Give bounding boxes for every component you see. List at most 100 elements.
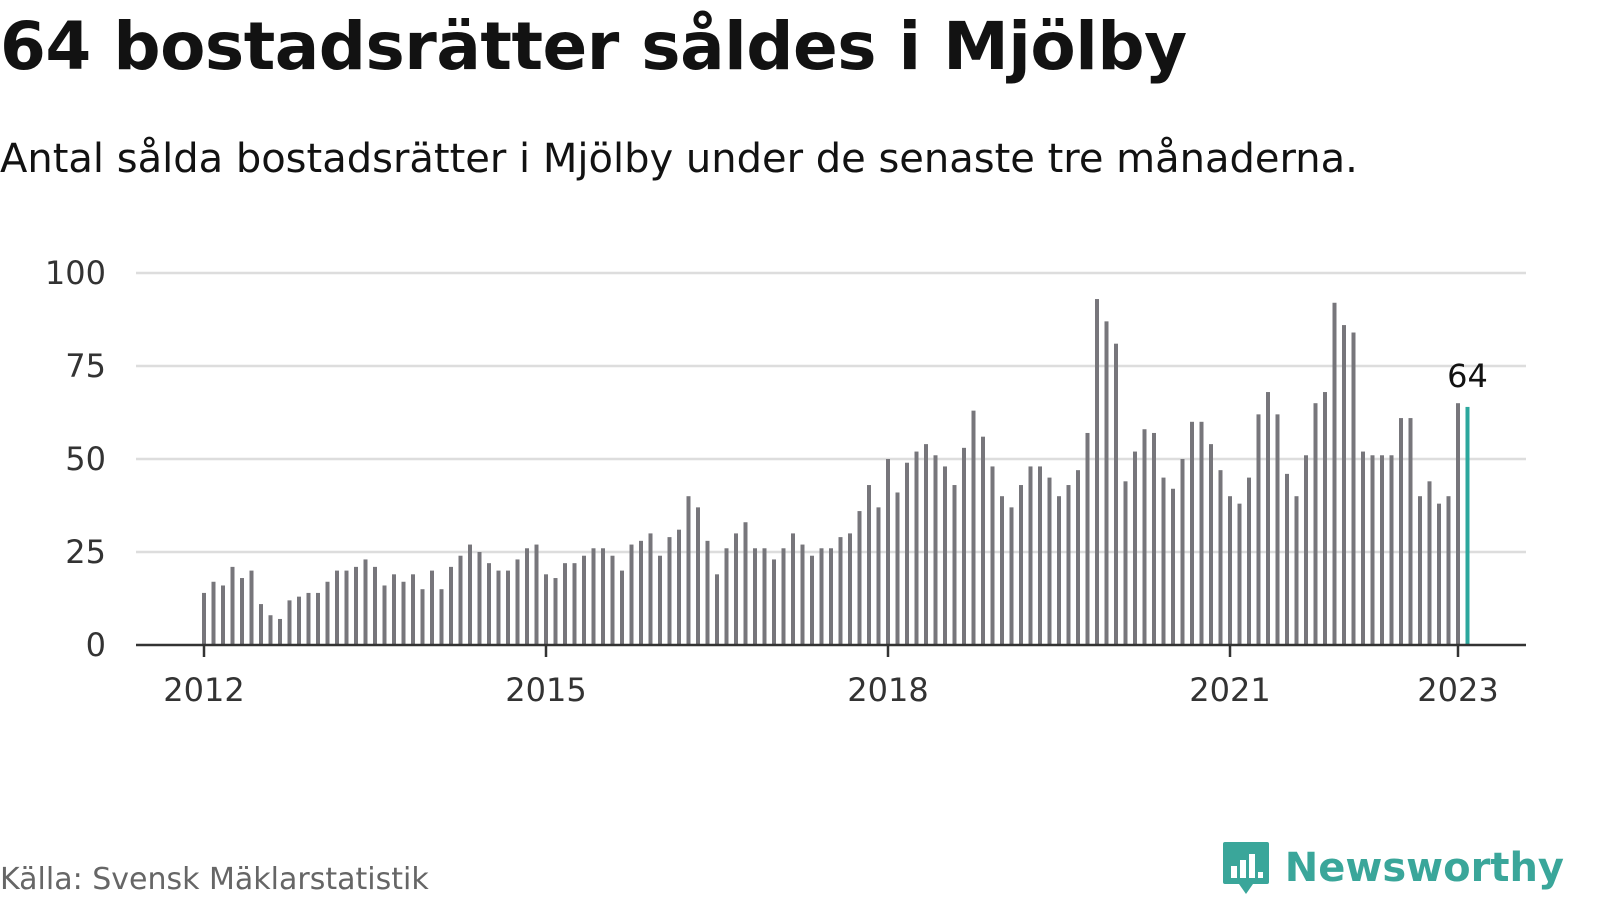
bar <box>1114 343 1118 645</box>
bar <box>1456 403 1460 645</box>
brand-name: Newsworthy <box>1284 845 1564 891</box>
bar <box>1199 421 1204 645</box>
bar <box>933 455 938 645</box>
bar <box>753 548 757 645</box>
bar <box>686 496 691 645</box>
bar <box>202 592 206 645</box>
bar <box>420 589 425 645</box>
bar <box>743 522 748 645</box>
bar <box>810 555 814 645</box>
bar <box>705 540 710 645</box>
bar <box>1266 392 1270 645</box>
bar <box>496 570 501 645</box>
bar <box>259 604 263 645</box>
bar <box>553 578 558 645</box>
bar <box>392 574 396 645</box>
bar <box>572 563 577 645</box>
bar <box>468 544 472 645</box>
bar <box>525 548 529 645</box>
bar <box>297 596 301 645</box>
bar <box>886 459 890 645</box>
bar <box>1161 477 1166 645</box>
bar <box>439 589 444 645</box>
bar <box>1038 466 1042 645</box>
bar <box>544 574 548 645</box>
bar <box>1019 485 1023 645</box>
bar <box>325 581 330 645</box>
bar <box>1076 470 1080 645</box>
bar <box>610 555 615 645</box>
bar <box>1332 302 1337 645</box>
y-tick-label-0: 0 <box>86 626 106 664</box>
bar <box>772 559 776 645</box>
bar <box>278 618 282 645</box>
bar <box>848 533 852 645</box>
bar <box>1047 477 1052 645</box>
bar <box>1133 451 1137 645</box>
bar <box>211 581 216 645</box>
bar <box>905 462 909 645</box>
bar <box>515 559 520 645</box>
bar <box>895 492 900 645</box>
bar-chart: 0 25 50 75 100 2012 2015 2018 2021 2023 64 <box>45 254 1526 709</box>
bar <box>1370 455 1375 645</box>
bar <box>1171 488 1175 645</box>
bar <box>1361 451 1365 645</box>
y-axis-ticks: 0 25 50 75 100 <box>45 254 106 664</box>
bar <box>268 615 273 645</box>
bar <box>1142 429 1147 645</box>
bar <box>791 533 795 645</box>
y-tick-label-25: 25 <box>65 533 106 571</box>
y-tick-label-50: 50 <box>65 440 106 478</box>
bar <box>591 548 596 645</box>
bar <box>1057 496 1061 645</box>
x-tick-label-2012: 2012 <box>163 671 244 709</box>
bar <box>534 544 539 645</box>
bar <box>401 581 406 645</box>
y-tick-label-100: 100 <box>45 254 106 292</box>
source-note: Källa: Svensk Mäklarstatistik <box>0 862 429 897</box>
bar <box>667 537 672 645</box>
bar <box>1294 496 1299 645</box>
bar <box>857 511 862 645</box>
bar <box>962 447 966 645</box>
bar <box>335 570 339 645</box>
bar <box>458 555 463 645</box>
bar <box>1313 403 1318 645</box>
bar <box>1209 444 1213 645</box>
bar <box>829 548 833 645</box>
bar <box>1000 496 1004 645</box>
bar <box>734 533 738 645</box>
bar <box>1180 459 1185 645</box>
bar <box>924 444 928 645</box>
bar <box>1342 325 1346 645</box>
bar <box>1389 455 1394 645</box>
chart-title: 64 bostadsrätter såldes i Mjölby <box>0 8 1187 85</box>
bar <box>715 574 719 645</box>
bar <box>1095 299 1099 645</box>
bar <box>1304 455 1308 645</box>
bar <box>1152 432 1156 645</box>
bar <box>1009 507 1014 645</box>
bar <box>1323 392 1327 645</box>
bar-latest <box>1465 406 1470 645</box>
bar <box>1351 332 1356 645</box>
bar <box>838 537 843 645</box>
bar <box>1285 473 1289 645</box>
bar <box>563 563 567 645</box>
bar <box>658 555 662 645</box>
bar <box>230 566 235 645</box>
bar <box>249 570 254 645</box>
bar <box>1123 481 1128 645</box>
bar <box>221 585 225 645</box>
bar <box>677 529 681 645</box>
bar <box>1028 466 1033 645</box>
bar <box>487 563 491 645</box>
bar <box>914 451 919 645</box>
x-axis-ticks: 2012 2015 2018 2021 2023 <box>163 645 1499 709</box>
bar <box>287 600 292 645</box>
bar <box>411 574 415 645</box>
bar <box>819 548 824 645</box>
bar <box>1380 455 1384 645</box>
x-tick-label-2021: 2021 <box>1189 671 1270 709</box>
